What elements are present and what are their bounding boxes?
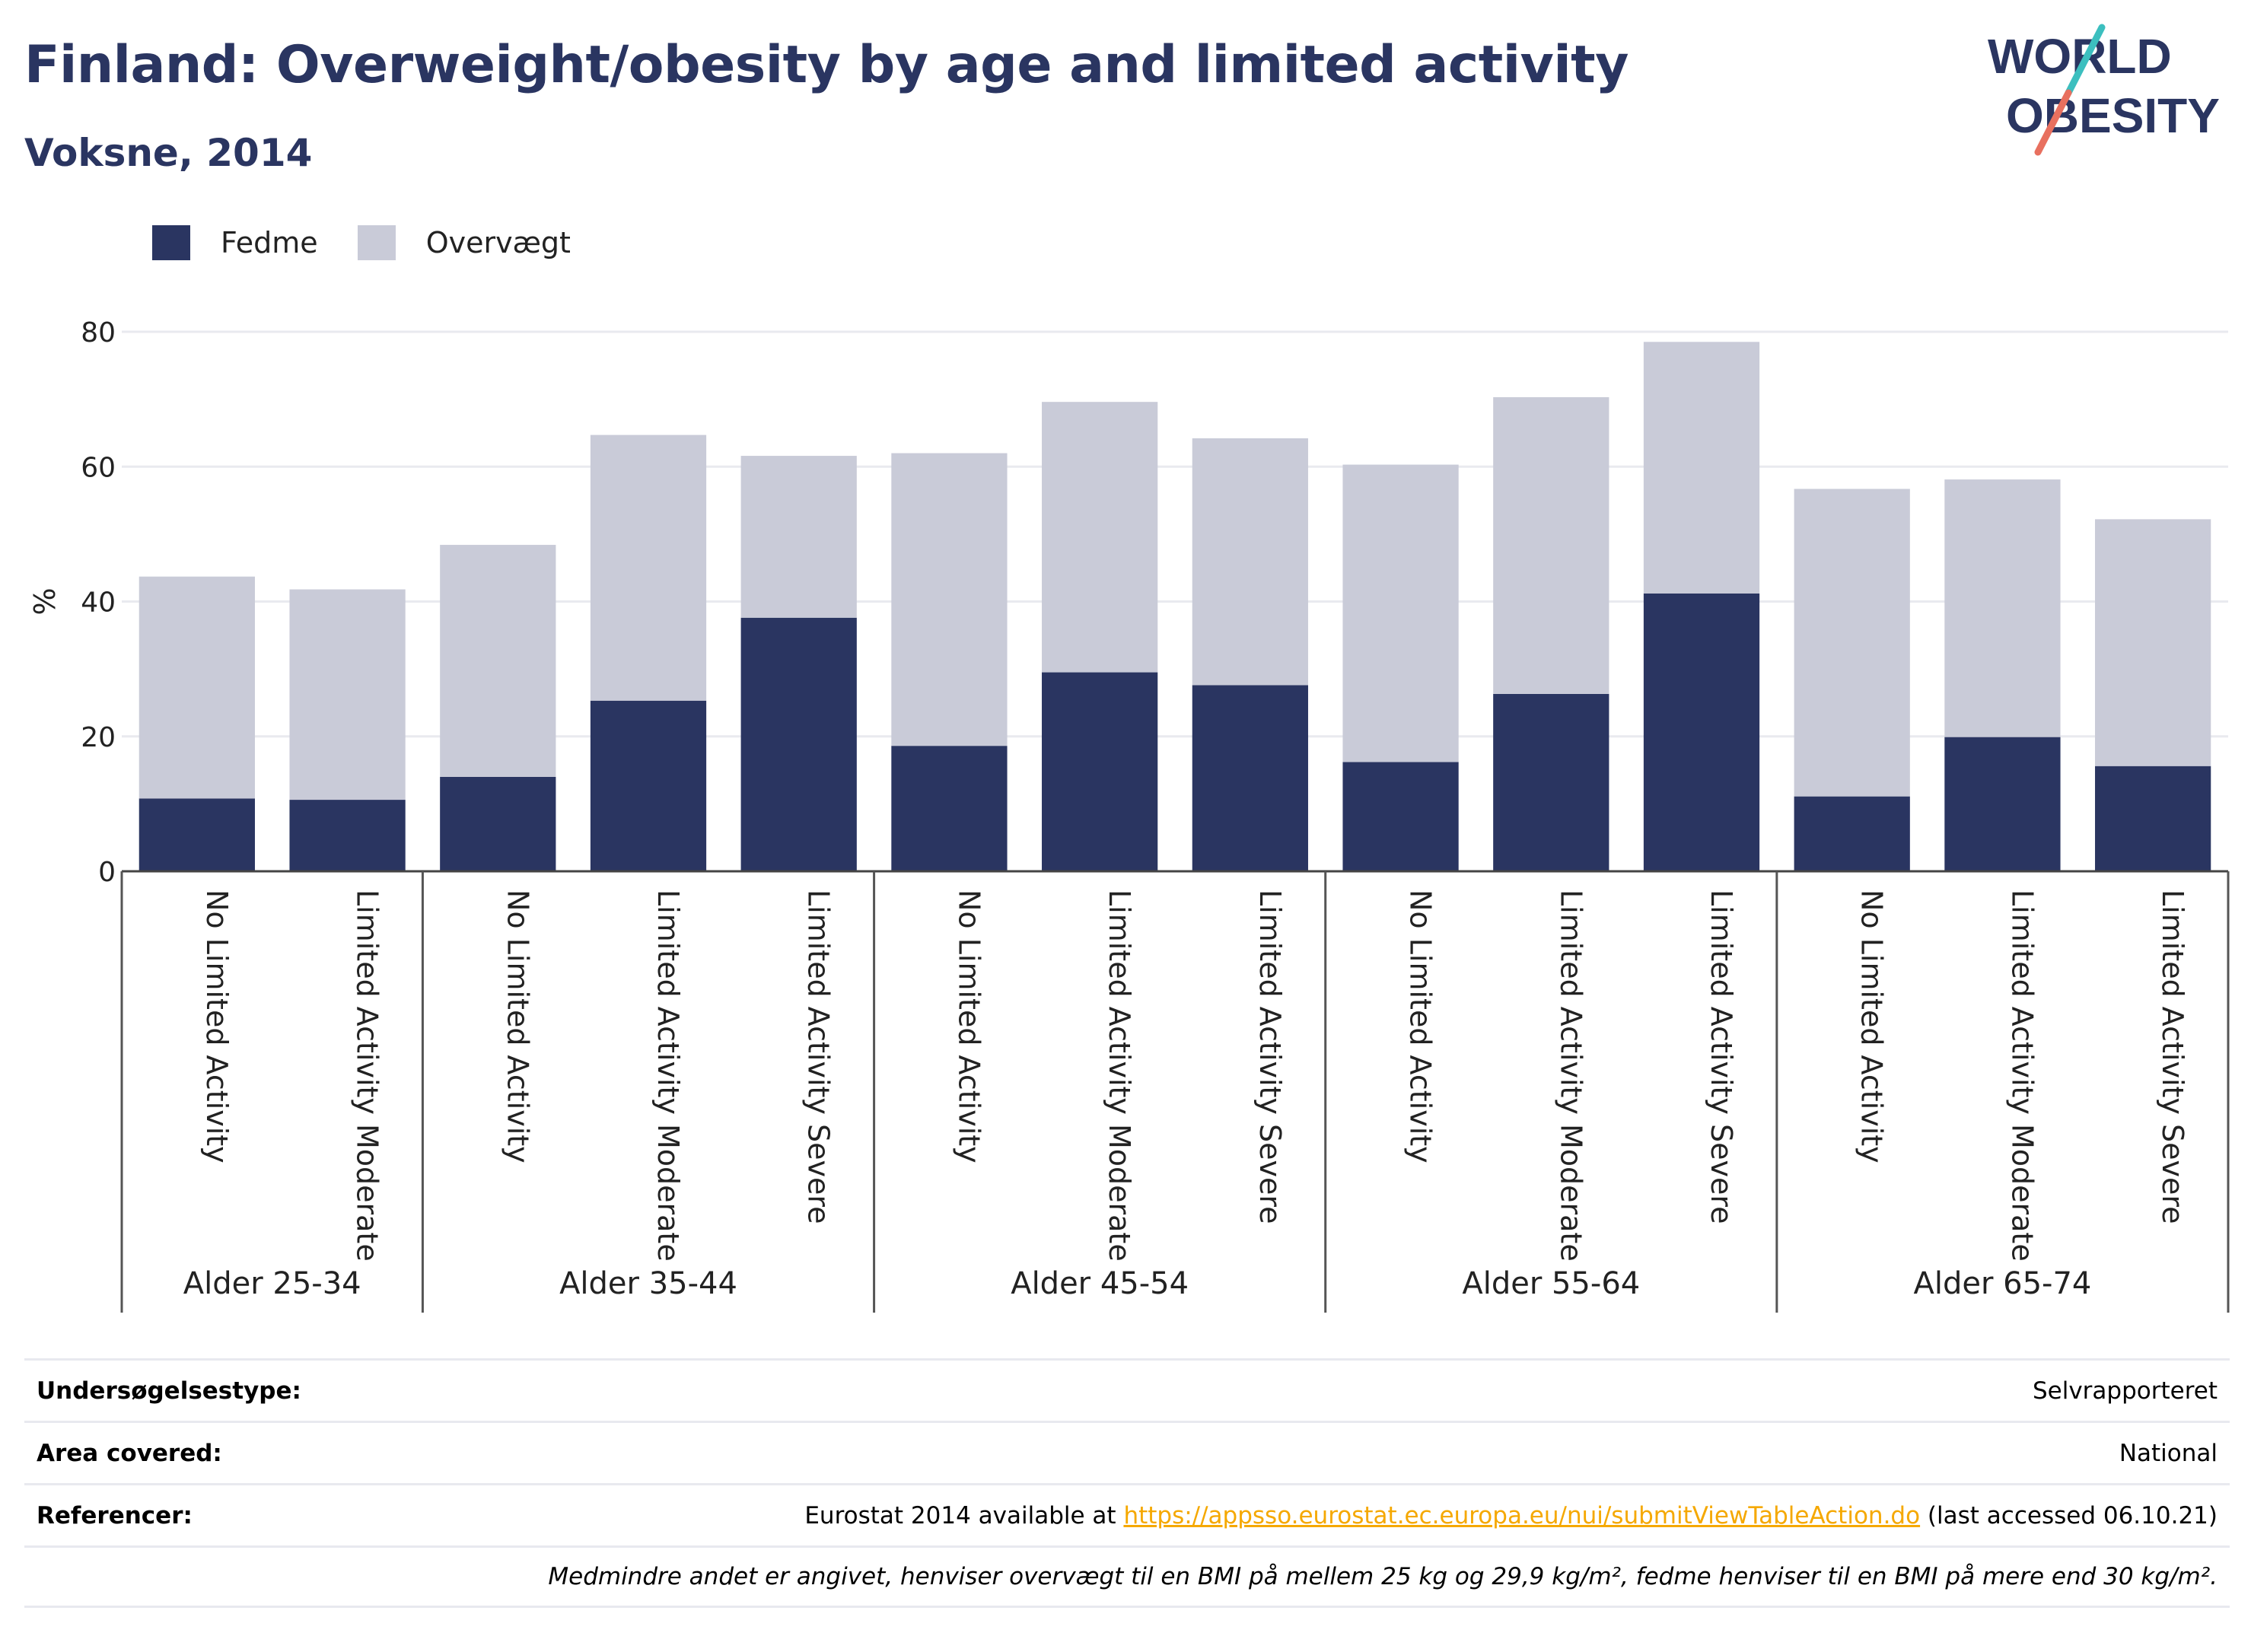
bar-overvaegt — [138, 576, 255, 799]
bar-fedme — [590, 700, 707, 871]
bar-fedme — [740, 617, 857, 871]
group-label: Alder 45-54 — [1011, 1266, 1189, 1301]
bar-fedme — [138, 798, 255, 871]
x-tick-label: Limited Activity Moderate — [1103, 890, 1136, 1262]
y-axis-label: % — [28, 587, 62, 615]
y-tick-label: 40 — [81, 587, 116, 619]
bar-overvaegt — [1342, 464, 1459, 762]
x-tick-label: Limited Activity Moderate — [651, 890, 685, 1262]
legend-label-overvaegt: Overvægt — [425, 226, 571, 259]
bar-fedme — [1042, 672, 1158, 871]
bar-fedme — [1944, 737, 2061, 871]
footer-value: Selvrapporteret — [2032, 1377, 2218, 1405]
logo-accent-teal — [2065, 24, 2106, 97]
bar-fedme — [1342, 762, 1459, 871]
y-tick-label: 20 — [81, 722, 116, 753]
reference-suffix: (last accessed 06.10.21) — [1920, 1501, 2218, 1529]
footer-value: Eurostat 2014 available at https://appss… — [804, 1502, 2218, 1529]
x-tick-label: Limited Activity Severe — [1705, 890, 1738, 1224]
reference-prefix: Eurostat 2014 available at — [804, 1501, 1124, 1529]
x-tick-label: Limited Activity Moderate — [2005, 890, 2039, 1262]
legend-swatch-overvaegt — [357, 225, 396, 260]
bar-fedme — [891, 746, 1008, 871]
bar-overvaegt — [1944, 479, 2061, 737]
bar-overvaegt — [1794, 489, 1910, 797]
bar-overvaegt — [1192, 438, 1308, 686]
y-tick-label: 0 — [98, 857, 116, 888]
bar-fedme — [2095, 766, 2211, 871]
logo-accent-coral — [2034, 89, 2072, 156]
group-label: Alder 55-64 — [1462, 1266, 1640, 1301]
bar-fedme — [1643, 593, 1760, 871]
footer-row-references: Referencer: Eurostat 2014 available at h… — [24, 1483, 2230, 1545]
bar-overvaegt — [590, 434, 707, 701]
bar-overvaegt — [289, 589, 406, 801]
world-obesity-logo: WORLD OBESITY — [1988, 24, 2220, 156]
bar-overvaegt — [1643, 342, 1760, 594]
bar-fedme — [289, 800, 406, 871]
x-tick-label: Limited Activity Moderate — [351, 890, 384, 1262]
legend-label-fedme: Fedme — [221, 226, 318, 259]
footer-value: National — [2119, 1439, 2218, 1467]
group-label: Alder 65-74 — [1913, 1266, 2091, 1301]
chart-footer: Undersøgelsestype: Selvrapporteret Area … — [24, 1358, 2230, 1608]
footer-key: Undersøgelsestype: — [37, 1377, 301, 1405]
x-tick-label: No Limited Activity — [1855, 890, 1889, 1163]
y-tick-label: 80 — [81, 317, 116, 349]
bar-overvaegt — [2095, 519, 2211, 766]
bar-fedme — [1794, 796, 1910, 871]
x-tick-label: No Limited Activity — [952, 890, 985, 1163]
stacked-bar-chart: 0 20 40 60 80% No Limited Activity Limited Act… — [28, 317, 2230, 1313]
bar-overvaegt — [1493, 396, 1609, 694]
x-tick-label: Limited Activity Severe — [802, 890, 836, 1224]
legend-swatch-fedme — [152, 225, 190, 260]
footer-row-area: Area covered: National — [24, 1421, 2230, 1483]
footer-note: Medmindre andet er angivet, henviser ove… — [548, 1563, 2218, 1590]
logo-line2: OBESITY — [2006, 88, 2220, 143]
footer-key: Area covered: — [37, 1439, 222, 1467]
legend-item-fedme[interactable]: Fedme — [152, 225, 318, 260]
x-tick-label: No Limited Activity — [1404, 890, 1438, 1163]
chart-legend: Fedme Overvægt — [152, 225, 610, 260]
group-label: Alder 35-44 — [559, 1266, 737, 1301]
y-tick-label: 60 — [81, 452, 116, 483]
reference-link[interactable]: https://appsso.eurostat.ec.europa.eu/nui… — [1123, 1501, 1921, 1529]
page-subtitle: Voksne, 2014 — [24, 131, 313, 175]
x-tick-label: Limited Activity Moderate — [1554, 890, 1587, 1262]
bar-fedme — [1192, 685, 1308, 871]
legend-item-overvaegt[interactable]: Overvægt — [357, 225, 571, 260]
footer-row-survey-type: Undersøgelsestype: Selvrapporteret — [24, 1358, 2230, 1421]
x-tick-label: No Limited Activity — [501, 890, 534, 1163]
x-tick-label: No Limited Activity — [200, 890, 234, 1163]
footer-key: Referencer: — [37, 1501, 193, 1529]
bar-overvaegt — [440, 545, 556, 777]
bar-fedme — [1493, 693, 1609, 871]
x-tick-label: Limited Activity Severe — [1253, 890, 1287, 1224]
bar-overvaegt — [740, 456, 857, 618]
group-label: Alder 25-34 — [183, 1266, 361, 1301]
x-tick-label: Limited Activity Severe — [2156, 890, 2189, 1224]
page-title: Finland: Overweight/obesity by age and l… — [24, 35, 1629, 95]
footer-row-note: Medmindre andet er angivet, henviser ove… — [24, 1545, 2230, 1608]
bar-overvaegt — [891, 453, 1008, 746]
bar-fedme — [440, 776, 556, 871]
bar-overvaegt — [1042, 402, 1158, 673]
